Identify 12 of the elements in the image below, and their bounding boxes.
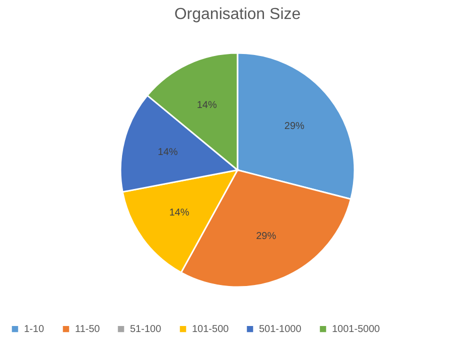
legend-label: 501-1000 [259, 324, 302, 336]
data-label: 14% [158, 147, 178, 158]
legend-label: 101-500 [192, 324, 230, 336]
data-label: 14% [196, 100, 217, 111]
legend-label: 51-100 [130, 324, 162, 336]
chart-title: Organisation Size [174, 6, 301, 23]
legend-label: 1-10 [24, 324, 44, 336]
legend-label: 1001-5000 [332, 324, 380, 336]
legend-label: 11-50 [75, 324, 100, 336]
data-label: 14% [169, 207, 190, 218]
data-label: 29% [256, 231, 276, 242]
data-label: 29% [284, 120, 305, 132]
